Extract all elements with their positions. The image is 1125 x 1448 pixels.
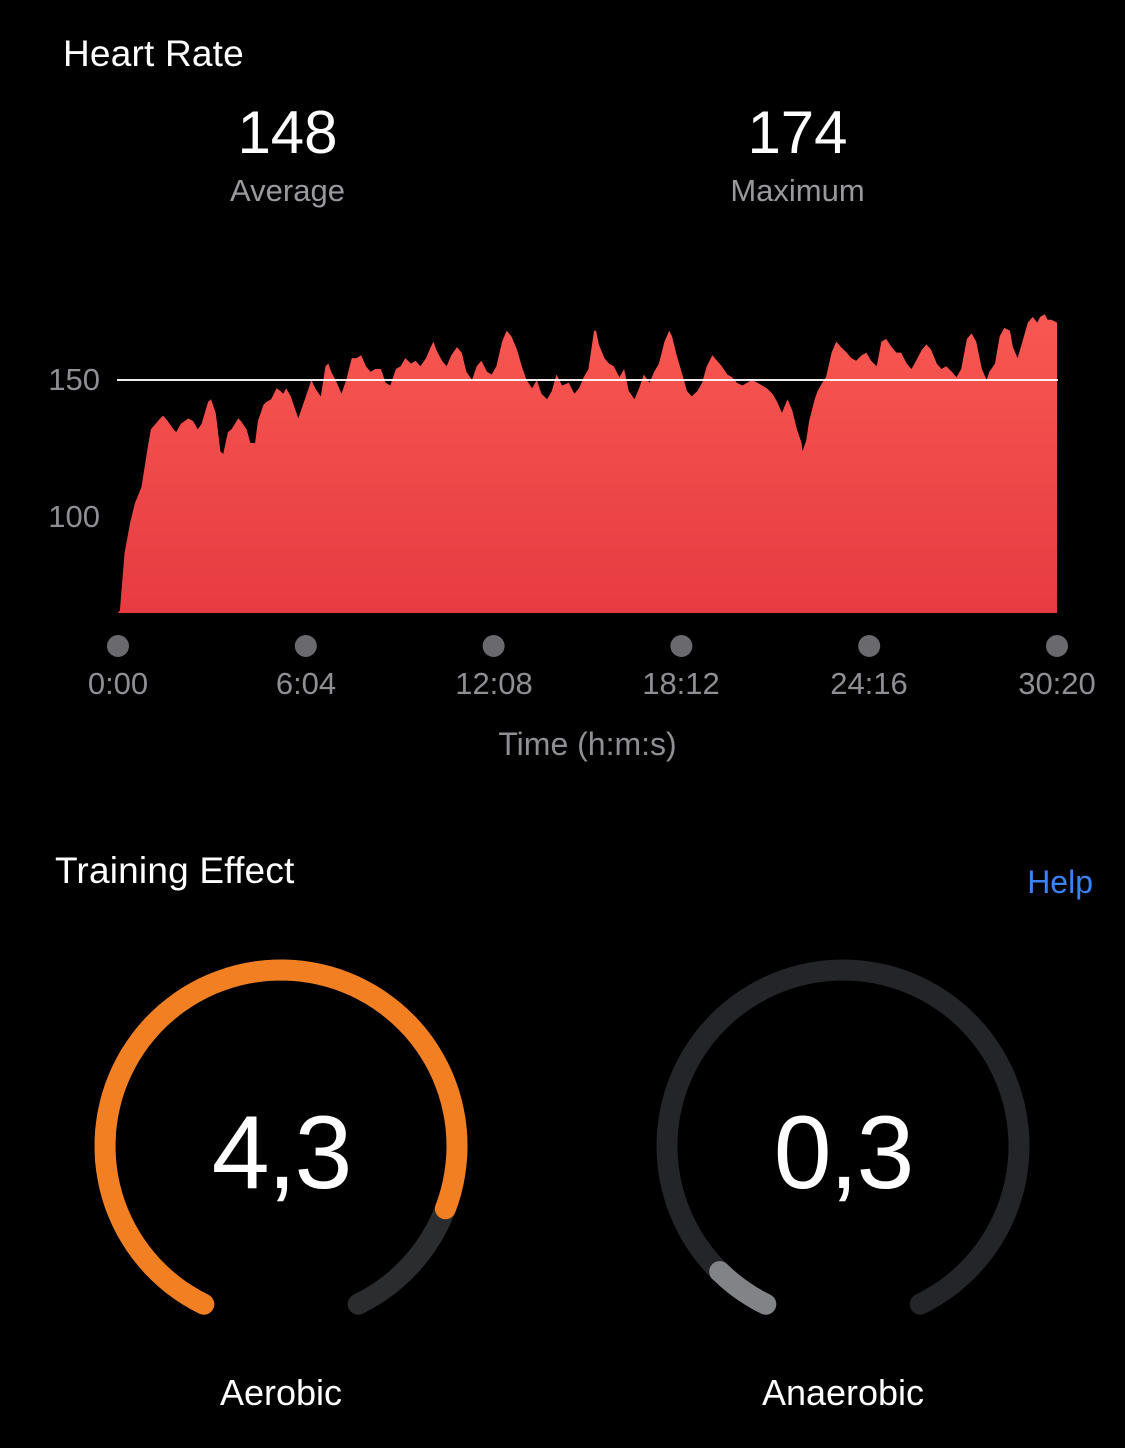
aerobic-gauge-label: Aerobic: [219, 1372, 343, 1413]
x-tick-dot: [482, 635, 505, 657]
heart-rate-area-series: [118, 314, 1057, 613]
anaerobic-gauge-track: [656, 959, 1030, 1315]
x-tick-dot: [107, 635, 129, 657]
training-effect-section-title: Training Effect: [55, 850, 295, 891]
anaerobic-gauge-label: Anaerobic: [761, 1372, 925, 1413]
x-axis-tick-dots: [107, 635, 1068, 657]
stat-maximum: 174 Maximum: [575, 98, 1020, 209]
anaerobic-gauge-fill: [709, 1261, 777, 1315]
aerobic-gauge-value: 4,3: [212, 1095, 351, 1211]
heart-rate-chart-svg[interactable]: [0, 280, 1125, 660]
x-tick-label: 24:16: [830, 666, 908, 701]
x-tick-dot: [1046, 635, 1068, 657]
x-tick-dot: [858, 635, 881, 657]
y-tick-label: 150: [48, 362, 100, 397]
x-tick-label: 0:00: [87, 666, 149, 701]
help-link[interactable]: Help: [1027, 864, 1093, 900]
y-tick-label: 100: [48, 499, 100, 534]
maximum-hr-value: 174: [747, 99, 848, 166]
anaerobic-gauge-value: 0,3: [774, 1095, 913, 1211]
anaerobic-gauge-ring: 0,3: [656, 959, 1030, 1315]
x-axis-title: Time (h:m:s): [498, 726, 677, 762]
average-hr-value: 148: [237, 99, 338, 166]
x-tick-label: 6:04: [275, 666, 337, 701]
training-effect-gauges: 4,3 Aerobic 0,3 Anaerobic: [0, 948, 1125, 1414]
x-tick-label: 18:12: [642, 666, 720, 701]
x-tick-label: 12:08: [455, 666, 533, 701]
heart-rate-chart[interactable]: 150 100 0:00 6:04 12:08 18:12 24:16 30:20 Time…: [0, 280, 1125, 780]
stat-average: 148 Average: [0, 98, 575, 209]
heart-rate-section-title: Heart Rate: [63, 33, 244, 74]
aerobic-gauge-fill: [94, 959, 468, 1315]
aerobic-gauge-ring: 4,3: [94, 959, 468, 1315]
x-tick-label: 30:20: [1018, 666, 1096, 701]
gauge-anaerobic: 0,3 Anaerobic: [562, 948, 1124, 1414]
x-tick-dot: [670, 635, 693, 657]
x-tick-dot: [294, 635, 317, 657]
maximum-hr-label: Maximum: [730, 173, 865, 208]
gauge-aerobic: 4,3 Aerobic: [0, 948, 562, 1414]
heart-rate-stats: 148 Average 174 Maximum: [0, 98, 1020, 209]
average-hr-label: Average: [230, 173, 345, 208]
